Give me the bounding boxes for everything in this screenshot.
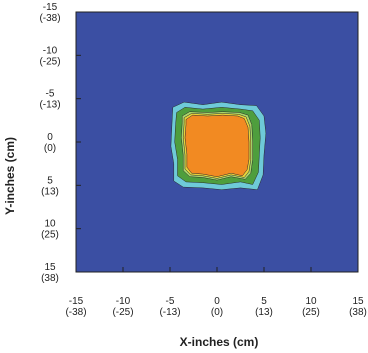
x-tick-label: 15 [352,296,364,307]
y-tick-label: -15 [43,2,58,13]
x-tick-sublabel: (-38) [65,307,86,318]
x-tick-label: -5 [166,296,175,307]
y-tick-sublabel: (38) [41,273,59,284]
x-tick-sublabel: (38) [349,307,367,318]
x-tick-label: 0 [214,296,220,307]
x-tick-sublabel: (13) [255,307,273,318]
y-tick-label: 10 [44,219,56,230]
x-tick-label: 5 [261,296,267,307]
y-tick-label: 0 [47,132,53,143]
plot-area [75,11,359,273]
x-tick-sublabel: (0) [211,307,223,318]
x-tick-sublabel: (-25) [112,307,133,318]
x-axis-label: X-inches (cm) [180,335,259,349]
y-axis-label: Y-inches (cm) [3,137,17,215]
x-tick-sublabel: (25) [302,307,320,318]
y-tick-sublabel: (-13) [39,100,60,111]
y-tick-label: 5 [47,175,53,186]
x-tick-sublabel: (-13) [159,307,180,318]
y-tick-sublabel: (-38) [39,13,60,24]
y-tick-sublabel: (13) [41,186,59,197]
x-tick-label: 10 [305,296,317,307]
y-tick-sublabel: (-25) [39,56,60,67]
y-tick-sublabel: (25) [41,230,59,241]
y-tick-label: 15 [44,262,56,273]
y-tick-label: -5 [46,89,55,100]
x-tick-label: -15 [69,296,84,307]
tick-labels: -15(-38)-10(-25)-5(-13)0(0)5(13)10(25)15… [39,2,366,318]
tick-marks [75,11,359,273]
contour-level-5 [184,114,250,177]
x-tick-label: -10 [116,296,131,307]
y-tick-label: -10 [43,45,58,56]
y-tick-sublabel: (0) [44,143,56,154]
